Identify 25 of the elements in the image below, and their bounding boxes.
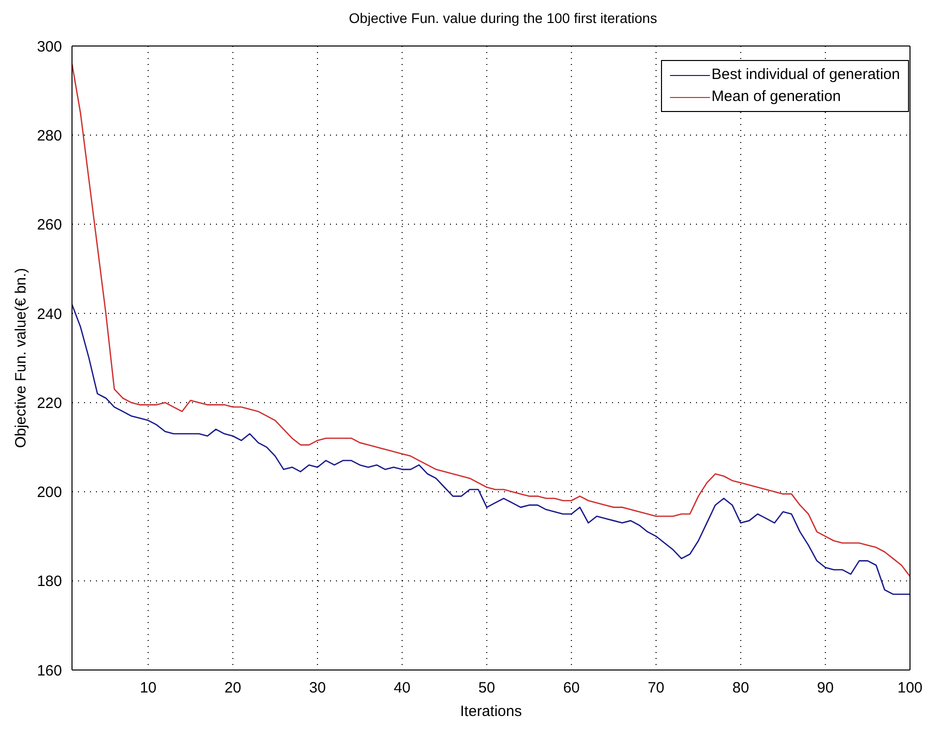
y-tick-label: 240: [36, 306, 62, 323]
legend-label: Mean of generation: [712, 87, 841, 107]
y-tick-label: 200: [36, 484, 62, 502]
x-tick-label: 10: [140, 680, 157, 697]
y-tick-label: 280: [36, 127, 62, 144]
x-tick-label: 100: [897, 680, 923, 697]
x-tick-label: 30: [309, 680, 326, 697]
chart-title: Objective Fun. value during the 100 first iterations: [348, 10, 658, 26]
y-tick-label: 260: [36, 216, 62, 234]
y-axis-title: Objective Fun. value(€ bn.): [12, 268, 30, 448]
x-tick-label: 70: [648, 680, 664, 697]
line-series: [72, 304, 910, 595]
x-tick-label: 80: [732, 680, 750, 697]
x-tick-label: 60: [563, 680, 580, 697]
x-tick-label: 20: [224, 680, 242, 697]
x-tick-label: 90: [817, 680, 834, 697]
legend-label: Best individual of generation: [712, 65, 900, 85]
y-tick-label: 220: [36, 394, 62, 412]
y-tick-label: 180: [36, 573, 62, 590]
line-series: [72, 63, 910, 578]
x-tick-label: 50: [478, 680, 496, 697]
x-axis-title: Iterations: [460, 703, 522, 720]
x-tick-label: 40: [394, 680, 410, 697]
y-tick-label: 300: [36, 38, 62, 56]
y-tick-label: 160: [36, 662, 62, 680]
